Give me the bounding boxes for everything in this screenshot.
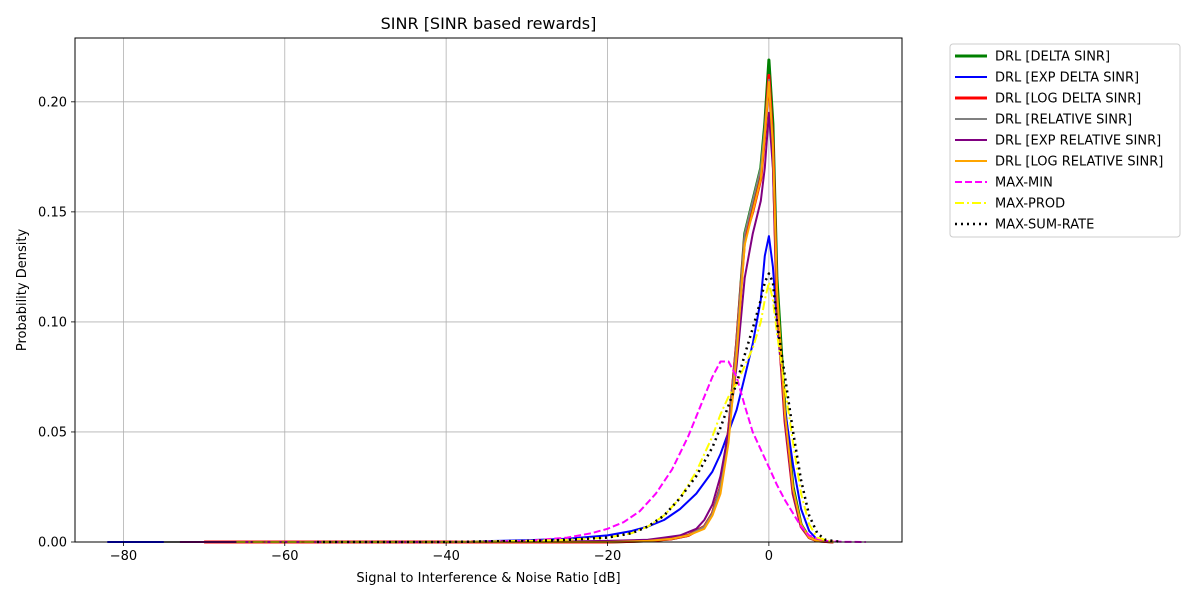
y-tick-label: 0.10 <box>38 315 67 330</box>
x-axis-title: Signal to Interference & Noise Ratio [dB… <box>356 571 620 586</box>
legend-label-9: MAX-SUM-RATE <box>995 218 1094 233</box>
x-tick-label: −80 <box>110 549 137 564</box>
legend-label-6: DRL [LOG RELATIVE SINR] <box>995 155 1163 170</box>
series-line-5 <box>179 111 834 543</box>
plot-area-frame <box>74 37 903 543</box>
y-tick-label: 0.20 <box>38 95 67 110</box>
x-tick-label: −60 <box>271 549 298 564</box>
legend-box <box>949 43 1181 238</box>
x-tick-label: 0 <box>765 549 773 564</box>
y-tick-label: 0.00 <box>38 536 67 551</box>
series-line-9 <box>317 272 842 544</box>
legend-label-7: MAX-MIN <box>995 176 1053 191</box>
y-axis-title: Probability Density <box>15 229 30 352</box>
legend-label-3: DRL [LOG DELTA SINR] <box>995 92 1141 107</box>
legend-items: DRL [DELTA SINR] DRL [EXP DELTA SINR] DRL … <box>955 50 1163 233</box>
legend-label-1: DRL [DELTA SINR] <box>995 50 1110 65</box>
series-line-2 <box>107 235 834 543</box>
series-line-1 <box>260 58 834 544</box>
legend: DRL [DELTA SINR] DRL [EXP DELTA SINR] DRL … <box>949 43 1181 238</box>
series-line-7 <box>244 360 866 543</box>
legend-label-8: MAX-PROD <box>995 197 1065 212</box>
legend-label-2: DRL [EXP DELTA SINR] <box>995 71 1139 86</box>
series-line-4 <box>163 78 834 543</box>
legend-label-5: DRL [EXP RELATIVE SINR] <box>995 134 1161 149</box>
legend-label-4: DRL [RELATIVE SINR] <box>995 113 1132 128</box>
x-tick-label: −20 <box>594 549 621 564</box>
series-line-8 <box>236 281 834 543</box>
series-line-6 <box>252 81 834 543</box>
x-axis-ticks: −80 −60 −40 −20 0 <box>110 542 773 564</box>
chart-title: SINR [SINR based rewards] <box>381 14 597 33</box>
y-tick-label: 0.05 <box>38 425 67 440</box>
series-lines <box>107 58 866 544</box>
x-tick-label: −40 <box>432 549 459 564</box>
y-axis-ticks: 0.00 0.05 0.10 0.15 0.20 <box>38 95 75 551</box>
y-tick-label: 0.15 <box>38 205 67 220</box>
